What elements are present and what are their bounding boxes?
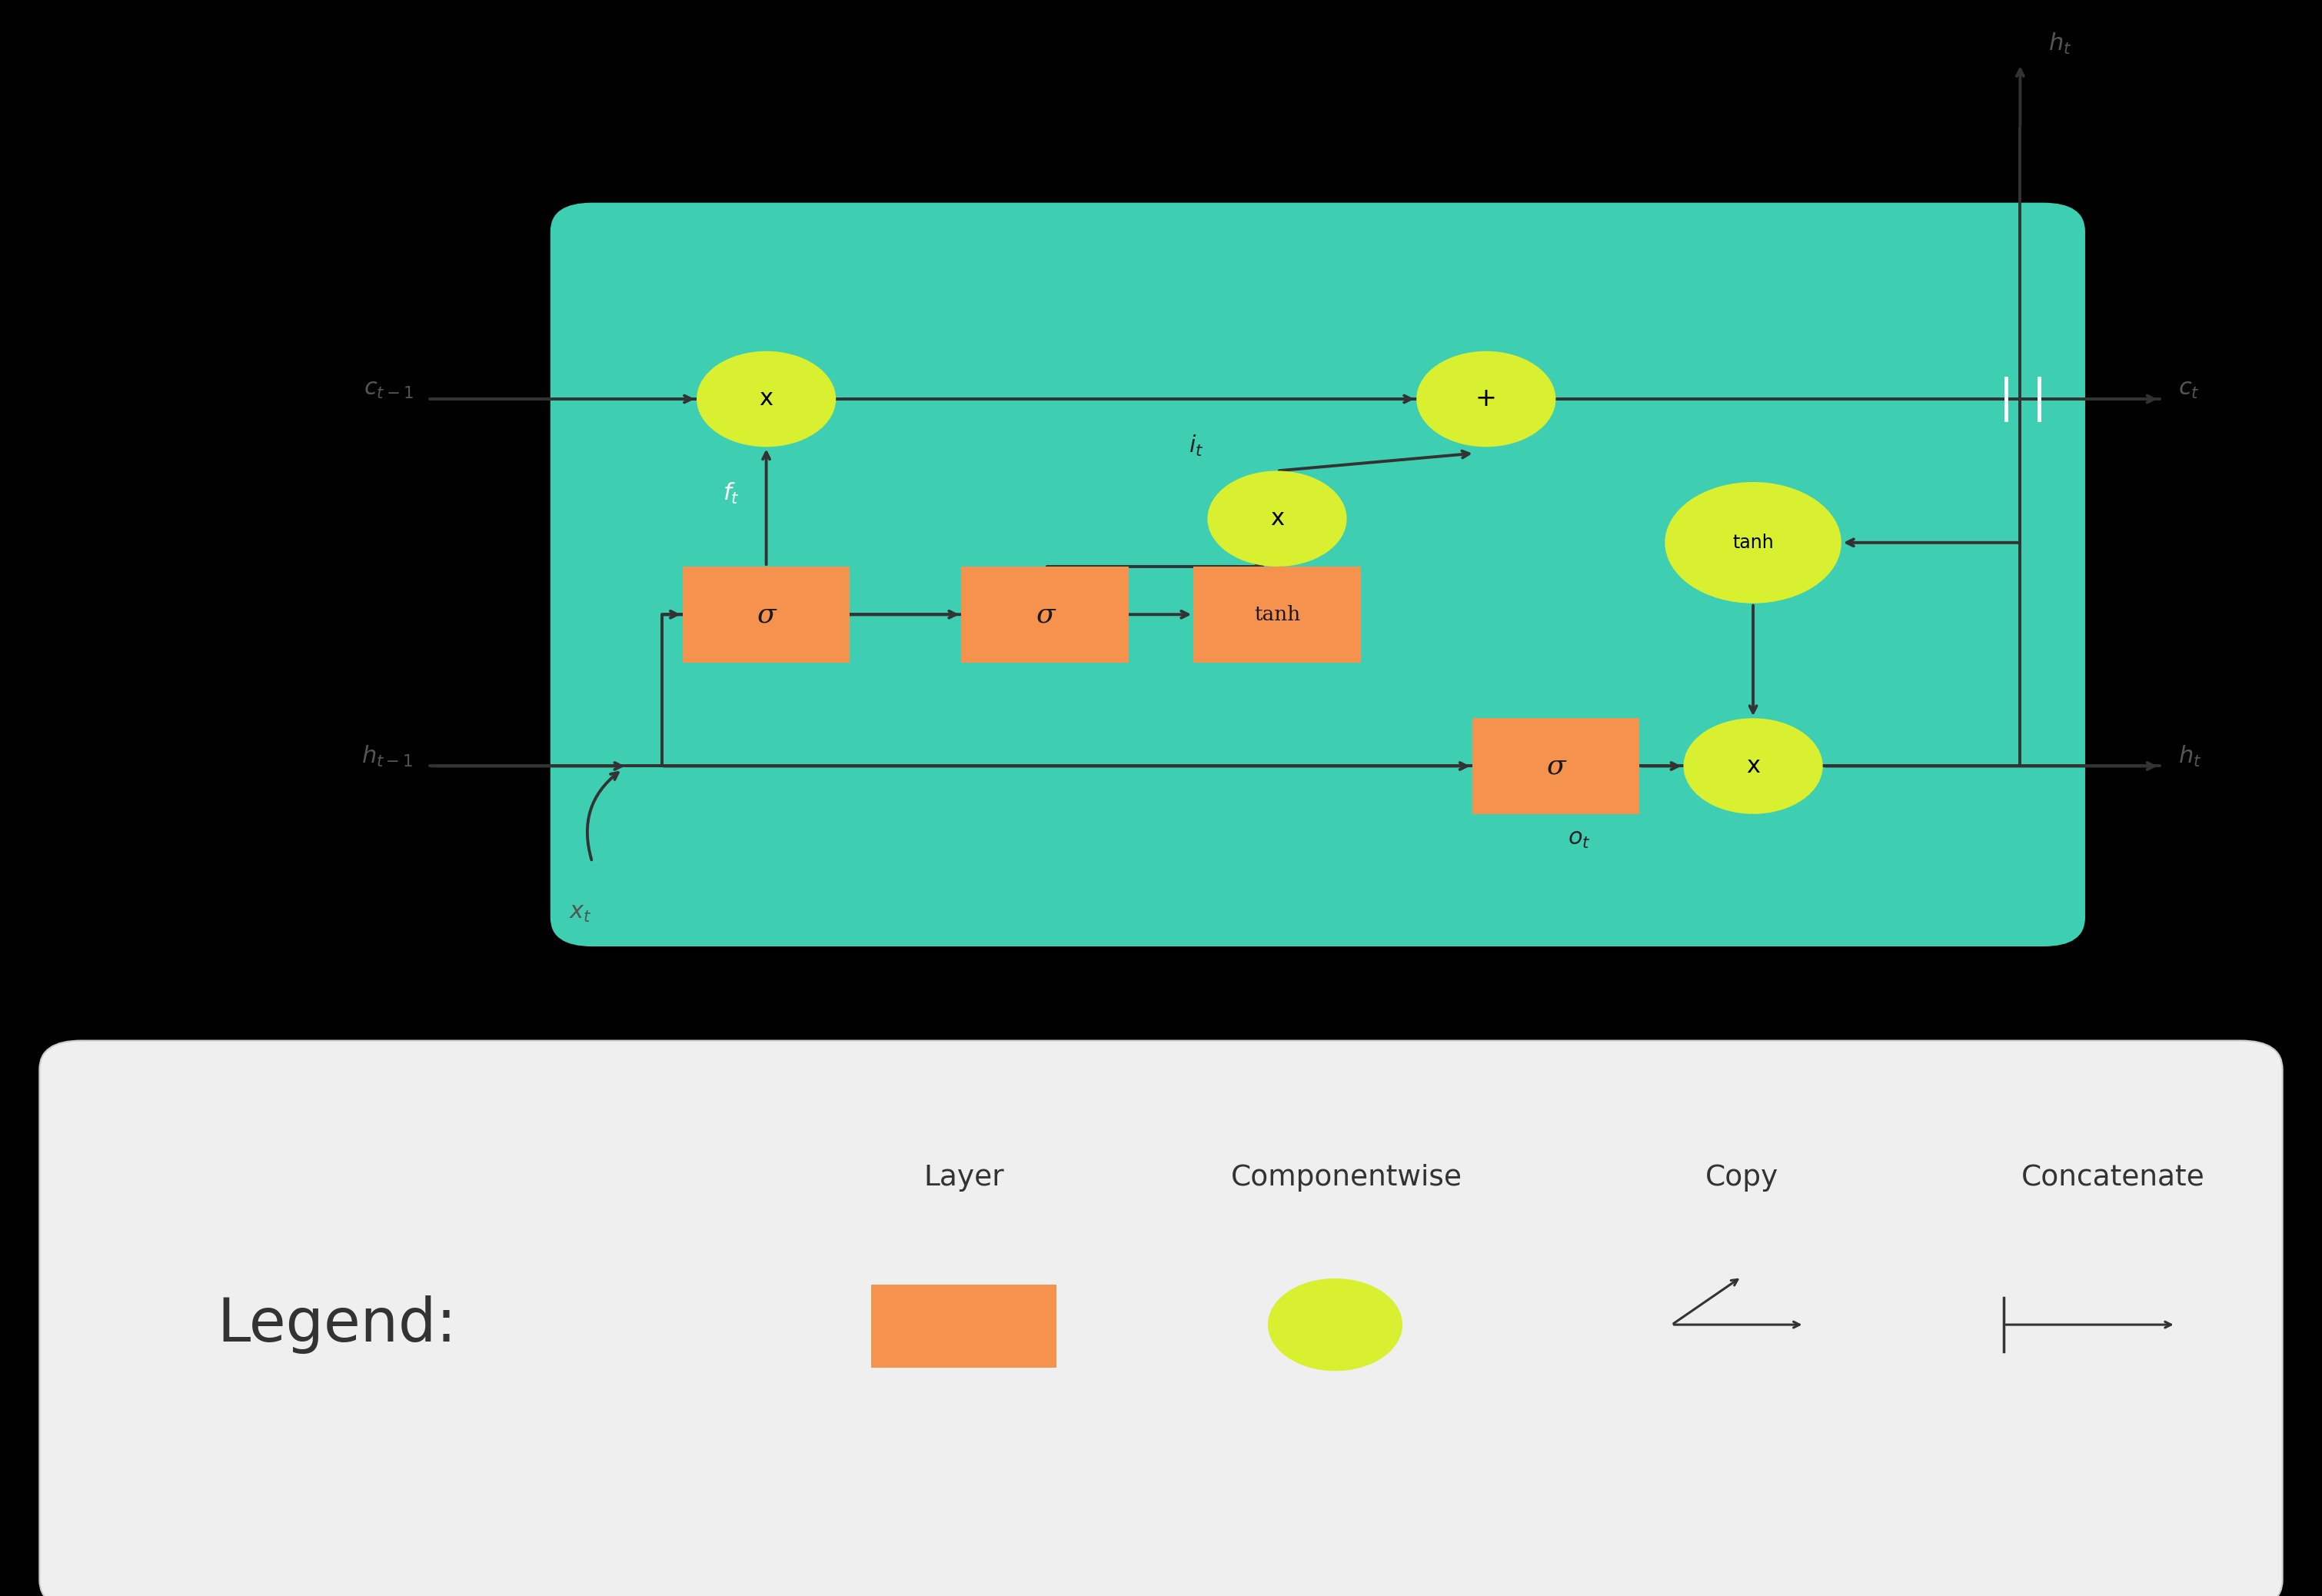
Text: $f_t$: $f_t$: [722, 482, 741, 506]
Circle shape: [1665, 482, 1841, 603]
Circle shape: [1683, 718, 1823, 814]
Text: σ: σ: [1036, 602, 1054, 627]
Text: Copy: Copy: [1704, 1163, 1779, 1192]
Text: $h_{t-1}$: $h_{t-1}$: [362, 744, 413, 769]
FancyBboxPatch shape: [39, 1041, 2283, 1596]
FancyBboxPatch shape: [871, 1285, 1057, 1368]
Text: Concatenate: Concatenate: [2020, 1163, 2206, 1192]
Text: Layer: Layer: [924, 1163, 1003, 1192]
Circle shape: [1207, 471, 1347, 567]
Text: $o_t$: $o_t$: [1567, 827, 1591, 851]
Text: tanh: tanh: [1254, 605, 1300, 624]
Text: +: +: [1474, 386, 1498, 412]
Text: $i_t$: $i_t$: [1189, 434, 1203, 458]
Text: $c_t$: $c_t$: [2178, 378, 2199, 401]
Circle shape: [1416, 351, 1556, 447]
FancyBboxPatch shape: [550, 203, 2085, 946]
Text: Componentwise: Componentwise: [1231, 1163, 1463, 1192]
FancyBboxPatch shape: [683, 567, 850, 662]
Text: tanh: tanh: [1732, 533, 1774, 552]
Text: σ: σ: [1546, 753, 1565, 779]
FancyBboxPatch shape: [1472, 718, 1639, 814]
Text: $h_t$: $h_t$: [2048, 32, 2071, 56]
Text: $c_{t-1}$: $c_{t-1}$: [362, 378, 413, 401]
Text: $h_t$: $h_t$: [2178, 744, 2201, 769]
Text: σ: σ: [757, 602, 776, 627]
FancyArrowPatch shape: [587, 772, 618, 860]
Text: x: x: [759, 388, 773, 410]
Text: x: x: [1746, 755, 1760, 777]
FancyBboxPatch shape: [1194, 567, 1361, 662]
Text: Legend:: Legend:: [216, 1296, 457, 1353]
FancyBboxPatch shape: [961, 567, 1128, 662]
Text: x: x: [1270, 508, 1284, 530]
Text: $x_t$: $x_t$: [569, 902, 592, 924]
Circle shape: [697, 351, 836, 447]
Circle shape: [1268, 1278, 1402, 1371]
